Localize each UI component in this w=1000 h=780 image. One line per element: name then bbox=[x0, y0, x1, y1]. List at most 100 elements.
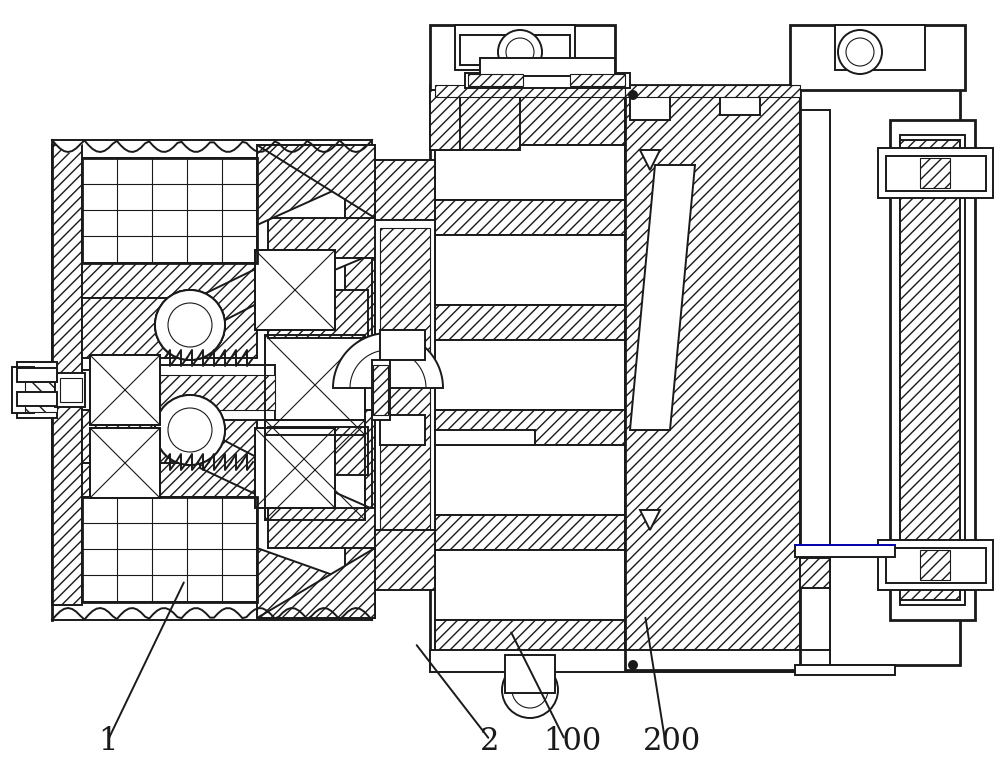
Bar bbox=[25, 368, 57, 412]
Bar bbox=[82, 403, 257, 463]
Bar bbox=[435, 445, 625, 515]
Bar bbox=[268, 290, 368, 338]
Bar bbox=[878, 148, 993, 198]
Bar bbox=[435, 305, 625, 340]
Bar bbox=[90, 428, 160, 498]
Bar bbox=[82, 497, 257, 602]
Polygon shape bbox=[268, 218, 375, 298]
Bar bbox=[268, 218, 380, 258]
Bar bbox=[82, 458, 257, 497]
Circle shape bbox=[512, 672, 548, 708]
Bar bbox=[435, 235, 625, 305]
Bar bbox=[375, 218, 435, 553]
Bar bbox=[160, 375, 275, 410]
Bar bbox=[886, 156, 986, 191]
Bar bbox=[375, 530, 435, 590]
Polygon shape bbox=[257, 548, 375, 618]
Bar bbox=[380, 415, 425, 445]
Bar bbox=[255, 250, 335, 330]
Bar bbox=[570, 74, 625, 86]
Bar bbox=[505, 655, 555, 693]
Polygon shape bbox=[200, 263, 268, 333]
Polygon shape bbox=[630, 165, 695, 430]
Circle shape bbox=[629, 661, 637, 669]
Bar bbox=[380, 228, 430, 543]
Bar bbox=[795, 665, 895, 675]
Bar bbox=[82, 370, 382, 410]
Bar bbox=[160, 365, 275, 420]
Circle shape bbox=[629, 91, 637, 99]
Bar bbox=[625, 90, 800, 670]
Bar bbox=[790, 25, 965, 90]
Bar bbox=[435, 85, 625, 97]
Bar bbox=[268, 427, 368, 475]
Bar bbox=[435, 550, 625, 620]
Bar bbox=[380, 330, 425, 360]
Bar bbox=[800, 558, 830, 588]
Bar bbox=[265, 335, 365, 435]
Bar bbox=[465, 73, 630, 88]
Bar bbox=[435, 515, 625, 550]
Polygon shape bbox=[200, 428, 268, 500]
Bar bbox=[268, 508, 380, 548]
Bar bbox=[430, 85, 960, 665]
Bar bbox=[55, 373, 85, 407]
Bar bbox=[920, 550, 950, 580]
Bar bbox=[900, 135, 965, 605]
Bar bbox=[435, 90, 625, 145]
Bar bbox=[890, 120, 975, 620]
Bar bbox=[435, 410, 625, 445]
Bar bbox=[82, 263, 257, 298]
Bar bbox=[345, 145, 375, 605]
Bar bbox=[430, 90, 520, 150]
Bar bbox=[835, 25, 925, 70]
Circle shape bbox=[155, 290, 225, 360]
Bar bbox=[625, 85, 800, 97]
Bar bbox=[265, 420, 365, 520]
Circle shape bbox=[155, 395, 225, 465]
Circle shape bbox=[155, 290, 225, 360]
Bar bbox=[630, 95, 670, 120]
Circle shape bbox=[846, 38, 874, 66]
Polygon shape bbox=[257, 145, 375, 225]
Polygon shape bbox=[640, 510, 660, 530]
Bar bbox=[265, 420, 365, 520]
Bar bbox=[17, 368, 57, 382]
Bar bbox=[52, 145, 82, 605]
Bar bbox=[435, 620, 625, 670]
Bar bbox=[800, 110, 830, 658]
Text: 200: 200 bbox=[643, 726, 701, 757]
Bar bbox=[255, 428, 335, 508]
Bar bbox=[90, 355, 160, 425]
Text: 100: 100 bbox=[543, 726, 601, 757]
Bar bbox=[900, 140, 960, 600]
Bar bbox=[435, 430, 535, 445]
Text: 2: 2 bbox=[480, 726, 500, 757]
Bar bbox=[460, 35, 570, 65]
Polygon shape bbox=[333, 333, 443, 388]
Circle shape bbox=[155, 395, 225, 465]
Bar bbox=[255, 250, 335, 330]
Bar bbox=[795, 545, 895, 557]
Bar bbox=[430, 25, 615, 90]
Bar bbox=[82, 298, 257, 358]
Bar bbox=[920, 158, 950, 188]
Bar bbox=[17, 392, 57, 406]
Bar bbox=[480, 58, 615, 76]
Bar bbox=[886, 548, 986, 583]
Bar bbox=[12, 367, 34, 413]
Polygon shape bbox=[268, 463, 375, 540]
Text: 1: 1 bbox=[98, 726, 118, 757]
Polygon shape bbox=[640, 150, 660, 170]
Bar bbox=[265, 335, 365, 435]
Bar bbox=[17, 362, 57, 418]
Circle shape bbox=[506, 38, 534, 66]
Circle shape bbox=[168, 303, 212, 347]
Bar bbox=[255, 428, 335, 508]
Circle shape bbox=[498, 30, 542, 74]
Polygon shape bbox=[257, 145, 375, 218]
Circle shape bbox=[168, 303, 212, 347]
Bar bbox=[60, 378, 82, 402]
Bar bbox=[82, 158, 257, 263]
Bar bbox=[373, 365, 388, 415]
